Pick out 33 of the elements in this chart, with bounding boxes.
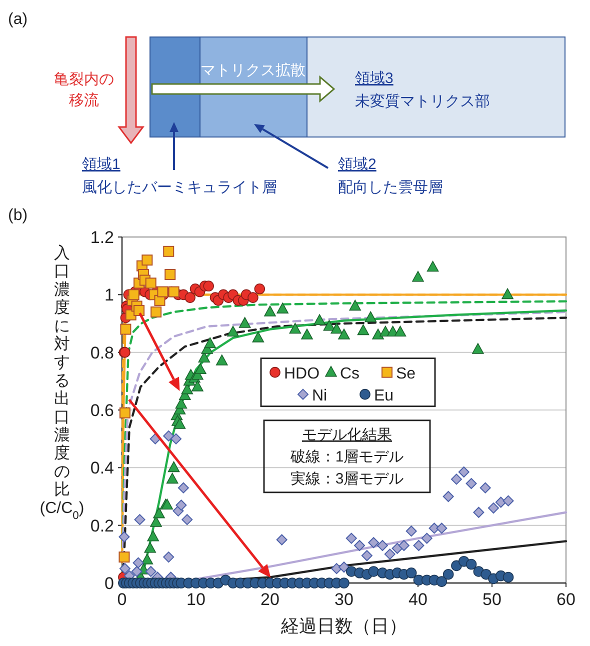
legend-label: Se [396, 365, 416, 382]
y-tick-label: 0.8 [90, 343, 114, 362]
legend-label: HDO [284, 365, 320, 382]
x-tick-label: 30 [334, 590, 354, 609]
legend-label: Cs [340, 365, 360, 382]
text: 亀裂内の移流 [54, 71, 114, 109]
legend-label: Ni [312, 387, 328, 404]
x-tick-label: 20 [260, 590, 280, 609]
annotation: 実線：3層モデル [290, 470, 404, 488]
text: 未変質マトリクス部 [355, 93, 490, 110]
text: (a) [8, 11, 28, 28]
y-tick-label: 1 [104, 286, 114, 305]
x-tick-label: 50 [482, 590, 502, 609]
text: 配向した雲母層 [338, 179, 443, 196]
chart-title: (b) [8, 207, 28, 224]
annotation: 破線：1層モデル [289, 448, 404, 466]
x-tick-label: 0 [117, 590, 127, 609]
text: 入口濃度に対する出口濃度の比(C/C$_{0}$) [40, 245, 84, 522]
x-tick-label: 10 [186, 590, 206, 609]
y-tick-label: 0.6 [90, 401, 114, 420]
text: 領域2 [338, 156, 376, 173]
text: マトリクス拡散 [200, 62, 306, 79]
text: 風化したバーミキュライト層 [82, 179, 277, 196]
y-tick-label: 0 [104, 574, 114, 593]
text: 領域1 [82, 156, 120, 173]
text: 領域3 [355, 70, 394, 87]
x-tick-label: 40 [408, 590, 428, 609]
y-tick-label: 0.4 [90, 458, 114, 478]
x-tick-label: 60 [556, 590, 576, 609]
y-tick-label: 0.2 [90, 516, 114, 536]
legend-label: Eu [374, 387, 394, 404]
x-axis-title: 経過日数（日） [280, 616, 407, 636]
y-tick-label: 1.2 [90, 228, 114, 247]
